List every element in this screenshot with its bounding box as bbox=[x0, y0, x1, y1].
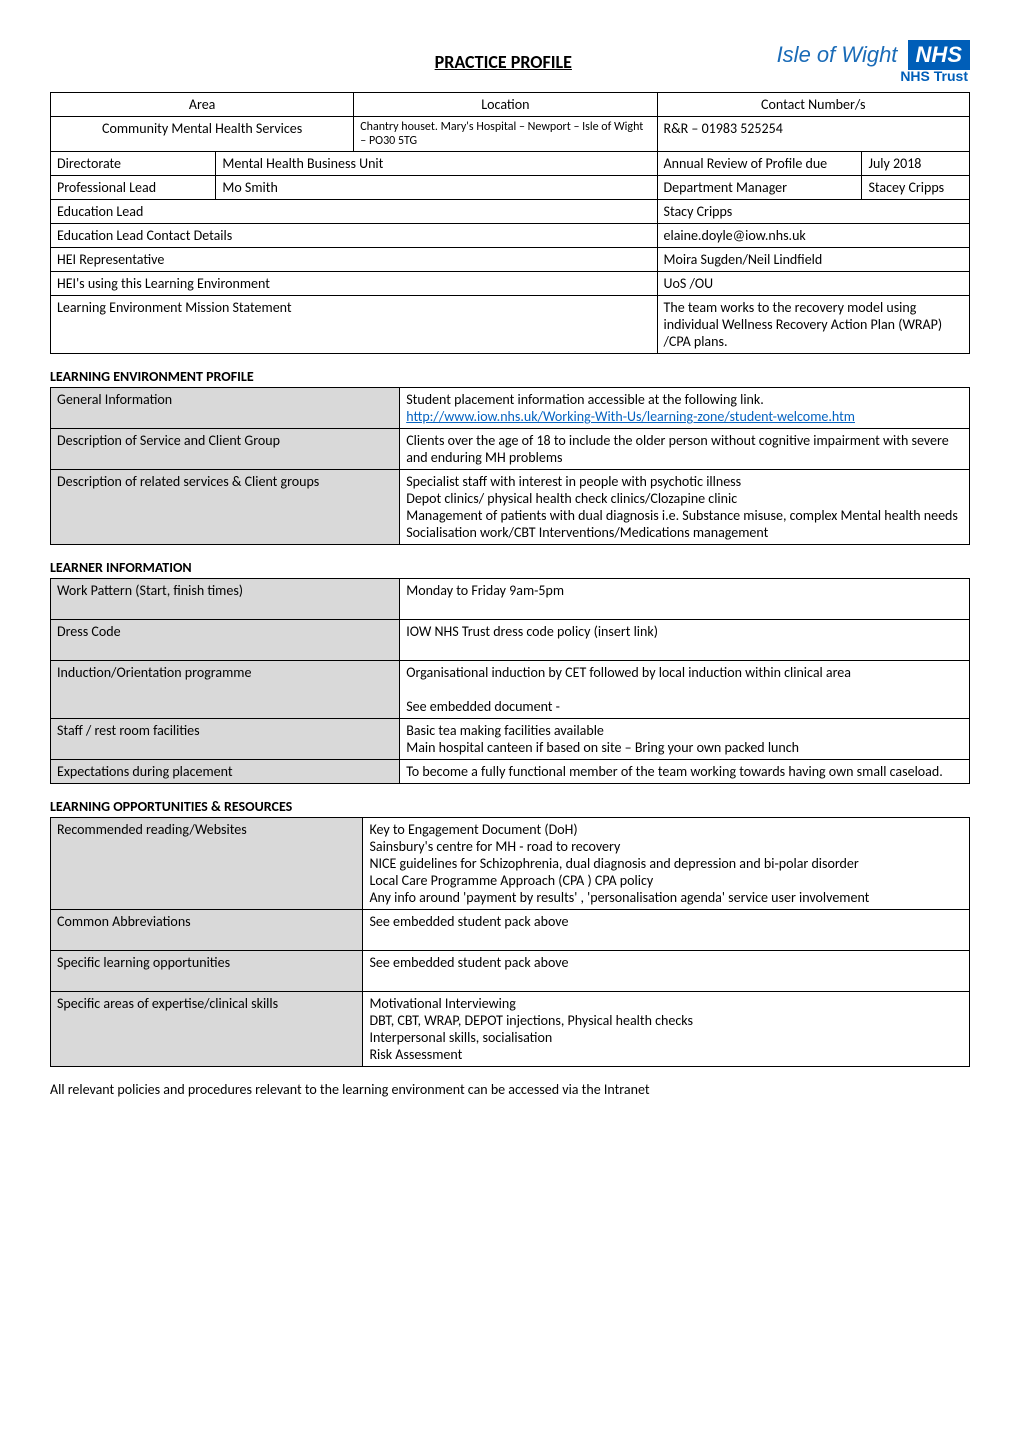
mission-value: The team works to the recovery model usi… bbox=[657, 296, 969, 354]
logo-main: Isle of Wight bbox=[777, 42, 898, 67]
skills-v4: Risk Assessment bbox=[369, 1046, 462, 1063]
directorate-label: Directorate bbox=[51, 152, 216, 176]
skills-v3: Interpersonal skills, socialisation bbox=[369, 1029, 552, 1046]
lep-table: General Information Student placement in… bbox=[50, 387, 970, 545]
dress-label: Dress Code bbox=[51, 620, 400, 661]
logo-sub: NHS Trust bbox=[777, 68, 968, 84]
gen-info-link[interactable]: http://www.iow.nhs.uk/Working-With-Us/le… bbox=[406, 408, 855, 425]
read-v5: Any info around 'payment by results' , '… bbox=[369, 889, 869, 906]
rel-v4: Socialisation work/CBT Interventions/Med… bbox=[406, 524, 768, 541]
location-header: Location bbox=[354, 93, 657, 117]
prof-lead-value: Mo Smith bbox=[216, 176, 657, 200]
edu-lead-label: Education Lead bbox=[51, 200, 658, 224]
spec-value: See embedded student pack above bbox=[363, 951, 970, 992]
gen-info-value: Student placement information accessible… bbox=[400, 388, 970, 429]
abbr-label: Common Abbreviations bbox=[51, 910, 363, 951]
page-header: PRACTICE PROFILE Isle of Wight NHS NHS T… bbox=[50, 40, 970, 84]
hei-env-value: UoS /OU bbox=[657, 272, 969, 296]
li-heading: LEARNER INFORMATION bbox=[50, 559, 970, 576]
directorate-value: Mental Health Business Unit bbox=[216, 152, 657, 176]
rel-v2: Depot clinics/ physical health check cli… bbox=[406, 490, 737, 507]
area-value: Community Mental Health Services bbox=[51, 117, 354, 152]
read-v2: Sainsbury's centre for MH - road to reco… bbox=[369, 838, 620, 855]
prof-lead-label: Professional Lead bbox=[51, 176, 216, 200]
hei-rep-label: HEI Representative bbox=[51, 248, 658, 272]
gen-info-label: General Information bbox=[51, 388, 400, 429]
abbr-value: See embedded student pack above bbox=[363, 910, 970, 951]
review-value: July 2018 bbox=[862, 152, 970, 176]
lor-heading: LEARNING OPPORTUNITIES & RESOURCES bbox=[50, 798, 970, 815]
rest-v2: Main hospital canteen if based on site –… bbox=[406, 739, 799, 756]
dept-mgr-label: Department Manager bbox=[657, 176, 862, 200]
read-v3: NICE guidelines for Schizophrenia, dual … bbox=[369, 855, 858, 872]
induct-value: Organisational induction by CET followed… bbox=[400, 661, 970, 719]
skills-label: Specific areas of expertise/clinical ski… bbox=[51, 992, 363, 1067]
rest-value: Basic tea making facilities available Ma… bbox=[400, 719, 970, 760]
profile-header-table: Area Location Contact Number/s Community… bbox=[50, 92, 970, 354]
lep-heading: LEARNING ENVIRONMENT PROFILE bbox=[50, 368, 970, 385]
nhs-logo: Isle of Wight NHS NHS Trust bbox=[777, 40, 970, 84]
spec-label: Specific learning opportunities bbox=[51, 951, 363, 992]
rest-label: Staff / rest room facilities bbox=[51, 719, 400, 760]
rest-v1: Basic tea making facilities available bbox=[406, 722, 604, 739]
svc-value: Clients over the age of 18 to include th… bbox=[400, 429, 970, 470]
page-title: PRACTICE PROFILE bbox=[230, 51, 777, 73]
read-v1: Key to Engagement Document (DoH) bbox=[369, 821, 577, 838]
work-value: Monday to Friday 9am-5pm bbox=[400, 579, 970, 620]
read-label: Recommended reading/Websites bbox=[51, 818, 363, 910]
lor-table: Recommended reading/Websites Key to Enga… bbox=[50, 817, 970, 1067]
hei-rep-value: Moira Sugden/Neil Lindfield bbox=[657, 248, 969, 272]
induct-label: Induction/Orientation programme bbox=[51, 661, 400, 719]
contact-value: R&R – 01983 525254 bbox=[657, 117, 969, 152]
skills-v1: Motivational Interviewing bbox=[369, 995, 515, 1012]
review-label: Annual Review of Profile due bbox=[657, 152, 862, 176]
induct-v1: Organisational induction by CET followed… bbox=[406, 664, 851, 681]
area-header: Area bbox=[51, 93, 354, 117]
dress-value: IOW NHS Trust dress code policy (insert … bbox=[400, 620, 970, 661]
edu-contact-value: elaine.doyle@iow.nhs.uk bbox=[657, 224, 969, 248]
footer-note: All relevant policies and procedures rel… bbox=[50, 1081, 970, 1098]
work-label: Work Pattern (Start, finish times) bbox=[51, 579, 400, 620]
svc-label: Description of Service and Client Group bbox=[51, 429, 400, 470]
rel-v3: Management of patients with dual diagnos… bbox=[406, 507, 958, 524]
hei-env-label: HEI's using this Learning Environment bbox=[51, 272, 658, 296]
li-table: Work Pattern (Start, finish times) Monda… bbox=[50, 578, 970, 784]
edu-contact-label: Education Lead Contact Details bbox=[51, 224, 658, 248]
contact-header: Contact Number/s bbox=[657, 93, 969, 117]
read-value: Key to Engagement Document (DoH) Sainsbu… bbox=[363, 818, 970, 910]
rel-value: Specialist staff with interest in people… bbox=[400, 470, 970, 545]
location-value: Chantry houset. Mary's Hospital – Newpor… bbox=[354, 117, 657, 152]
skills-value: Motivational Interviewing DBT, CBT, WRAP… bbox=[363, 992, 970, 1067]
read-v4: Local Care Programme Approach (CPA ) CPA… bbox=[369, 872, 653, 889]
dept-mgr-value: Stacey Cripps bbox=[862, 176, 970, 200]
rel-v1: Specialist staff with interest in people… bbox=[406, 473, 741, 490]
skills-v2: DBT, CBT, WRAP, DEPOT injections, Physic… bbox=[369, 1012, 693, 1029]
expect-value: To become a fully functional member of t… bbox=[400, 760, 970, 784]
gen-info-text: Student placement information accessible… bbox=[406, 391, 764, 408]
mission-label: Learning Environment Mission Statement bbox=[51, 296, 658, 354]
induct-v2: See embedded document - bbox=[406, 698, 560, 715]
expect-label: Expectations during placement bbox=[51, 760, 400, 784]
logo-box: NHS bbox=[908, 40, 970, 70]
edu-lead-value: Stacy Cripps bbox=[657, 200, 969, 224]
rel-label: Description of related services & Client… bbox=[51, 470, 400, 545]
